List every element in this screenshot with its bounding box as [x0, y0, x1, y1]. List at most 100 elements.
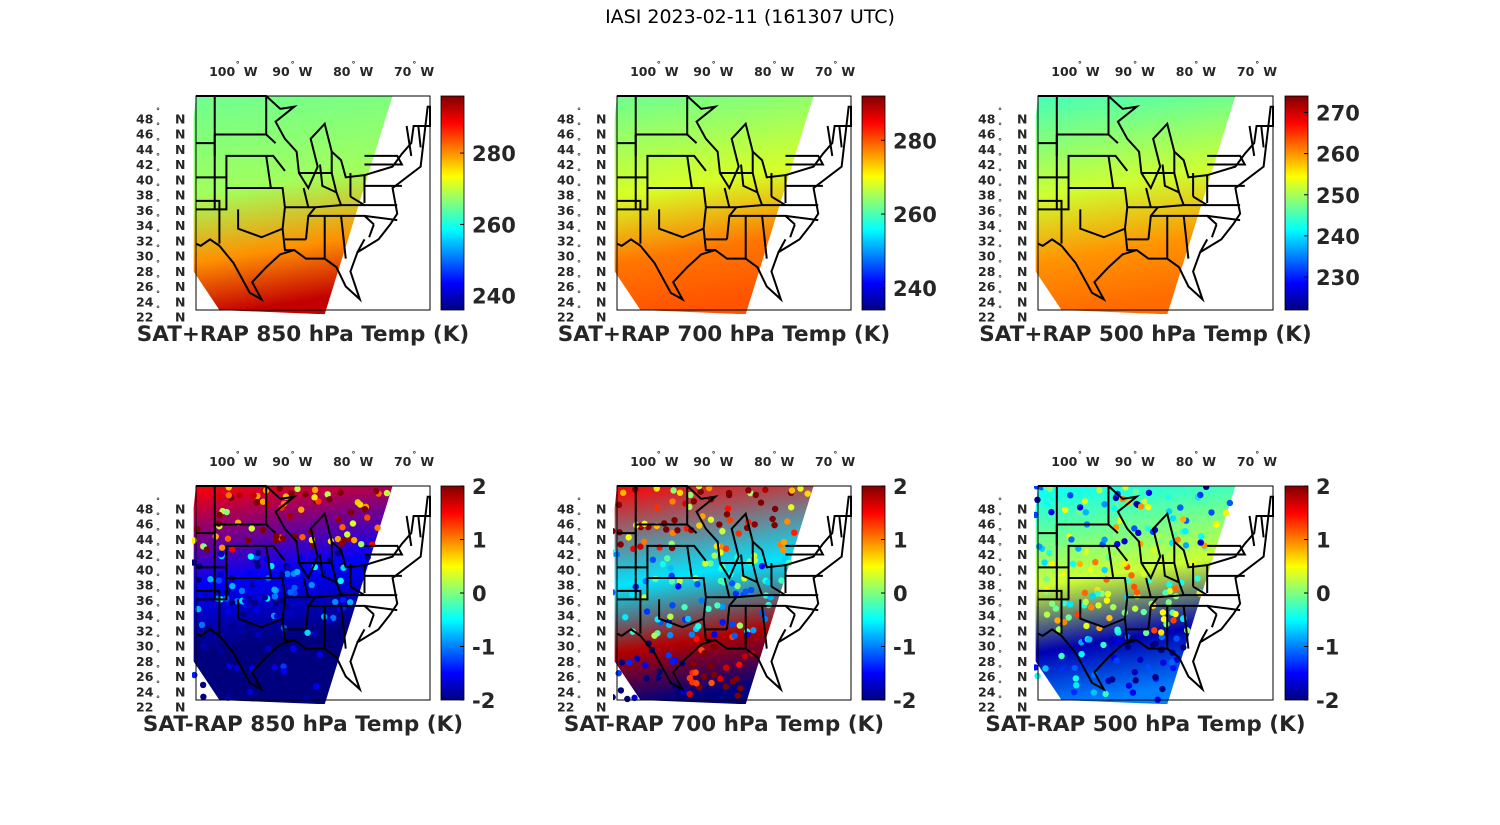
degree-symbol: °: [291, 450, 295, 459]
y-tick-label: 34: [557, 218, 575, 233]
y-tick-suffix: N: [1017, 111, 1027, 126]
data-point: [349, 520, 357, 527]
data-point: [1090, 689, 1098, 696]
degree-symbol: °: [998, 305, 1002, 314]
data-point: [1094, 590, 1101, 597]
data-point: [686, 690, 693, 698]
state-border: [723, 187, 731, 208]
data-point: [628, 591, 636, 598]
data-point: [250, 492, 257, 499]
data-point: [697, 488, 704, 495]
degree-symbol: °: [156, 695, 160, 704]
data-point: [707, 560, 714, 567]
data-point: [693, 635, 700, 643]
data-point: [1086, 636, 1093, 643]
y-tick-suffix: N: [1017, 608, 1027, 623]
data-point: [196, 563, 203, 570]
data-point: [736, 622, 744, 629]
data-point: [224, 535, 232, 542]
y-tick-suffix: N: [175, 142, 185, 157]
state-border: [1079, 207, 1129, 239]
data-point: [764, 579, 772, 586]
state-border: [1079, 597, 1129, 629]
y-tick-label: 28: [557, 264, 574, 279]
degree-symbol: °: [998, 542, 1002, 551]
data-point: [1048, 600, 1056, 607]
y-tick-label: 24: [136, 294, 154, 309]
degree-symbol: °: [998, 244, 1002, 253]
y-tick-suffix: N: [175, 172, 185, 187]
data-point: [287, 610, 295, 617]
y-tick-label: 30: [978, 639, 996, 654]
degree-symbol: °: [998, 603, 1002, 612]
scatter-points: [192, 486, 391, 703]
degree-symbol: °: [577, 183, 581, 192]
data-point: [633, 655, 641, 662]
data-point: [741, 653, 749, 660]
data-point: [1092, 558, 1099, 566]
data-point: [1041, 559, 1048, 566]
data-point: [1035, 543, 1043, 550]
data-point: [797, 486, 804, 492]
degree-symbol: °: [577, 167, 581, 176]
data-point: [723, 511, 731, 518]
y-tick-suffix: N: [175, 127, 185, 142]
data-point: [225, 486, 233, 491]
data-point: [1131, 668, 1139, 676]
x-tick-suffix: W: [1141, 64, 1155, 79]
axes-box: [616, 95, 852, 311]
data-swath: [614, 486, 814, 704]
data-point: [217, 648, 225, 655]
degree-symbol: °: [712, 60, 716, 69]
data-point: [1096, 487, 1103, 494]
data-point: [223, 508, 230, 516]
data-point: [302, 491, 309, 498]
x-tick-label: 90: [1115, 454, 1133, 469]
data-point: [311, 630, 319, 637]
data-point: [1075, 545, 1082, 552]
degree-symbol: °: [577, 527, 581, 536]
data-point: [734, 692, 742, 699]
data-point: [1131, 605, 1139, 612]
degree-symbol: °: [577, 274, 581, 283]
degree-symbol: °: [412, 60, 416, 69]
y-tick-suffix: N: [175, 547, 185, 562]
y-tick-label: 40: [978, 172, 996, 187]
degree-symbol: °: [156, 259, 160, 268]
data-point: [286, 512, 294, 520]
data-point: [757, 499, 765, 506]
data-point: [1087, 566, 1094, 573]
data-point: [1076, 560, 1083, 568]
data-point: [717, 675, 724, 682]
data-point: [202, 592, 209, 599]
data-point: [1152, 673, 1159, 681]
data-point: [253, 606, 261, 614]
subplot-title: SAT+RAP 700 hPa Temp (K): [558, 322, 890, 347]
data-point: [219, 656, 226, 664]
degree-symbol: °: [998, 137, 1002, 146]
x-tick-label: 70: [1237, 454, 1255, 469]
x-tick-suffix: W: [665, 64, 679, 79]
degree-symbol: °: [577, 634, 581, 643]
data-point: [311, 494, 318, 501]
state-border: [364, 154, 404, 166]
y-tick-label: 28: [136, 654, 153, 669]
y-tick-suffix: N: [175, 157, 185, 172]
y-tick-label: 22: [978, 700, 995, 715]
data-point: [1071, 664, 1078, 672]
data-point: [1089, 486, 1097, 492]
axes-box: [195, 485, 431, 701]
data-point: [780, 538, 788, 546]
data-point: [1132, 677, 1139, 684]
data-point: [339, 596, 347, 604]
y-tick-label: 44: [136, 532, 154, 547]
data-point: [1078, 650, 1085, 658]
data-point: [782, 555, 789, 562]
data-point: [752, 491, 760, 499]
data-point: [299, 533, 306, 541]
data-point: [1157, 538, 1165, 545]
state-border: [1038, 566, 1070, 601]
y-tick-suffix: N: [596, 684, 606, 699]
data-point: [674, 688, 682, 696]
colorbar-tick-label: -1: [472, 636, 495, 660]
